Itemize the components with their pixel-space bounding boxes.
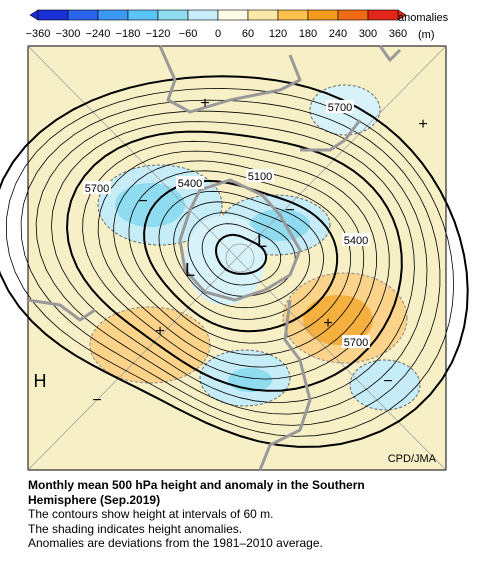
- graticule: [27, 45, 447, 471]
- colorbar-tick-label: 180: [299, 28, 317, 40]
- colorbar-tick-label: 0: [215, 28, 221, 40]
- contour-label: 5400: [344, 235, 368, 247]
- contour-line: [20, 99, 441, 426]
- positive-sign: +: [155, 323, 164, 340]
- colorbar-segment: [307, 9, 339, 21]
- credit: CPD/JMA: [388, 453, 437, 465]
- positive-sign: +: [323, 315, 332, 332]
- colorbar-title: anomalies: [398, 12, 449, 24]
- map-figure: −360 −300 −240 −180 −120 −60 0 60 120 180 240 300 36…: [0, 9, 469, 471]
- positive-sign: +: [418, 116, 427, 133]
- negative-sign: −: [285, 202, 294, 219]
- low-marker: L: [257, 231, 267, 251]
- colorbar-tick-label: −360: [26, 28, 51, 40]
- contour-line: [187, 212, 296, 297]
- colorbar-segment: [157, 9, 189, 21]
- caption: Monthly mean 500 hPa height and anomaly …: [28, 478, 448, 551]
- contour-label: 5700: [85, 183, 109, 195]
- colorbar-segment: [247, 9, 279, 21]
- colorbar-segment: [37, 9, 69, 21]
- contour-line: [35, 110, 428, 415]
- caption-line: The shading indicates height anomalies.: [28, 521, 243, 536]
- contour-label-bg: [326, 100, 354, 113]
- contour-label-bg: [246, 169, 274, 182]
- contour-line: [0, 75, 469, 448]
- contour-label: 5700: [344, 337, 368, 349]
- colorbar-tick-label: 240: [329, 28, 347, 40]
- colorbar-tick-label: −60: [179, 28, 198, 40]
- high-marker: H: [34, 371, 47, 391]
- contour-label-bg: [342, 335, 370, 348]
- colorbar-tick-label: −300: [56, 28, 81, 40]
- contour-label: 5400: [178, 178, 202, 190]
- colorbar-segment: [217, 9, 249, 21]
- contour-line: [50, 121, 415, 403]
- positive-sign: +: [200, 95, 209, 112]
- colorbar-tick-label: 60: [242, 28, 254, 40]
- colorbar-segment: [187, 9, 219, 21]
- negative-sign: −: [138, 193, 147, 210]
- colorbar-tick-label: 300: [359, 28, 377, 40]
- caption-line: The contours show height at intervals of…: [28, 507, 274, 521]
- colorbar-segment: [337, 9, 369, 21]
- contour-line: [214, 233, 268, 275]
- colorbar-segment: [277, 9, 309, 21]
- contour-line: [201, 223, 282, 286]
- colorbar-segment: [127, 9, 159, 21]
- contour-line: [113, 160, 365, 356]
- contour-line: [82, 140, 390, 380]
- colorbar-segment: [97, 9, 129, 21]
- colorbar-tick-label: −240: [86, 28, 111, 40]
- colorbar-tick-label: 360: [389, 28, 407, 40]
- contour-label-bg: [83, 181, 111, 194]
- negative-sign: −: [92, 392, 101, 409]
- contour-label-bg: [176, 176, 204, 189]
- colorbar-end: [29, 9, 39, 21]
- caption-title: Monthly mean 500 hPa height and anomaly …: [28, 478, 365, 507]
- colorbar-tick-label: −180: [116, 28, 141, 40]
- caption-line: Anomalies are deviations from the 1981–2…: [28, 536, 323, 550]
- coastlines: [27, 45, 402, 471]
- contour-label: 5700: [328, 102, 352, 114]
- contour-label-bg: [342, 233, 370, 246]
- negative-sign: −: [383, 373, 392, 390]
- contour-label: 5100: [248, 171, 272, 183]
- low-marker: L: [185, 260, 195, 280]
- colorbar-segment: [67, 9, 99, 21]
- contour-line: [173, 201, 310, 309]
- colorbar-tick-label: −120: [146, 28, 171, 40]
- colorbar-tick-label: 120: [269, 28, 287, 40]
- colorbar-unit: (m): [418, 29, 435, 41]
- contour-line: [97, 150, 378, 368]
- colorbar-segment: [367, 9, 399, 21]
- contour-line: [128, 170, 352, 344]
